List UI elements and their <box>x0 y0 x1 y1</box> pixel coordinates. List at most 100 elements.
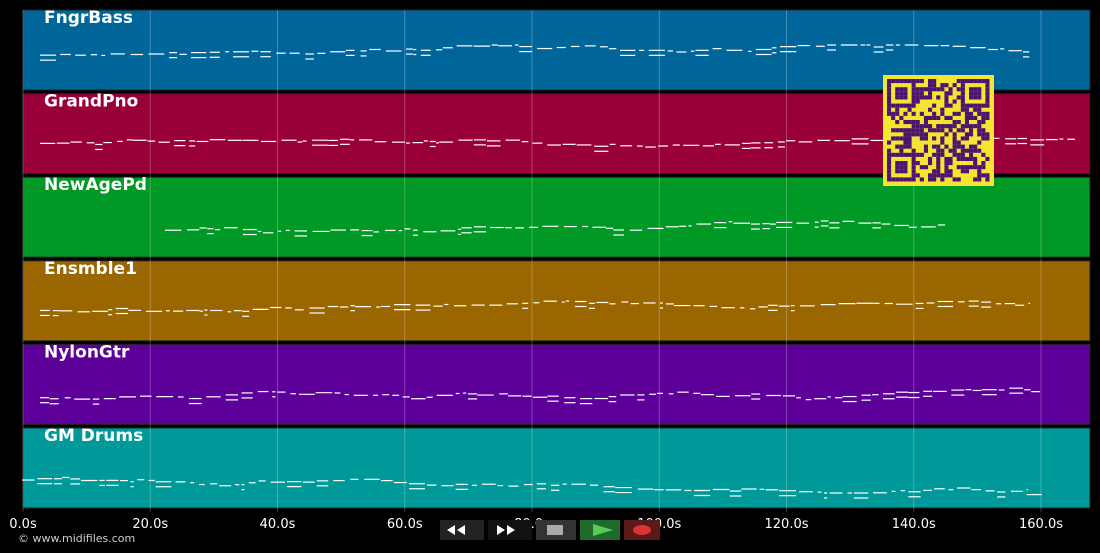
qr-cell <box>960 169 965 174</box>
qr-cell <box>952 111 957 116</box>
qr-cell <box>985 136 990 141</box>
qr-cell <box>903 169 908 174</box>
qr-cell <box>948 124 953 129</box>
qr-cell <box>960 83 965 88</box>
qr-cell <box>887 87 892 92</box>
qr-cell <box>956 79 961 84</box>
qr-cell <box>985 111 990 116</box>
qr-cell <box>940 128 945 133</box>
qr-cell <box>932 115 937 120</box>
qr-cell <box>952 148 957 153</box>
qr-cell <box>895 136 900 141</box>
qr-cell <box>969 87 974 92</box>
qr-cell <box>969 132 974 137</box>
qr-cell <box>964 115 969 120</box>
qr-cell <box>903 161 908 166</box>
qr-cell <box>899 148 904 153</box>
qr-cell <box>948 148 953 153</box>
qr-cell <box>895 79 900 84</box>
qr-cell <box>936 156 941 161</box>
qr-cell <box>969 91 974 96</box>
qr-cell <box>964 107 969 112</box>
qr-cell <box>948 115 953 120</box>
qr-cell <box>985 132 990 137</box>
forward-button[interactable] <box>488 520 532 540</box>
qr-cell <box>932 173 937 178</box>
qr-cell <box>919 165 924 170</box>
qr-cell <box>919 152 924 157</box>
qr-cell <box>915 124 920 129</box>
record-button[interactable] <box>624 520 660 540</box>
qr-cell <box>952 144 957 149</box>
qr-cell <box>887 107 892 112</box>
qr-cell <box>915 161 920 166</box>
qr-cell <box>923 148 928 153</box>
qr-cell <box>944 103 949 108</box>
qr-cell <box>969 103 974 108</box>
qr-cell <box>985 79 990 84</box>
note-texture <box>165 220 945 237</box>
qr-cell <box>891 177 896 182</box>
qr-cell <box>895 177 900 182</box>
qr-cell <box>911 152 916 157</box>
qr-cell <box>891 111 896 116</box>
qr-cell <box>899 103 904 108</box>
qr-cell <box>964 120 969 125</box>
qr-cell <box>960 148 965 153</box>
qr-cell <box>911 128 916 133</box>
qr-cell <box>936 128 941 133</box>
qr-cell <box>944 156 949 161</box>
qr-cell <box>923 95 928 100</box>
qr-cell <box>948 156 953 161</box>
qr-cell <box>981 136 986 141</box>
qr-cell <box>944 99 949 104</box>
qr-cell <box>969 128 974 133</box>
qr-cell <box>899 87 904 92</box>
play-button[interactable] <box>580 520 620 540</box>
qr-cell <box>899 136 904 141</box>
qr-cell <box>952 120 957 125</box>
qr-cell <box>928 177 933 182</box>
qr-cell <box>903 120 908 125</box>
qr-cell <box>903 152 908 157</box>
qr-cell <box>911 177 916 182</box>
qr-cell <box>915 99 920 104</box>
qr-cell <box>981 165 986 170</box>
qr-cell <box>899 128 904 133</box>
qr-cell <box>969 144 974 149</box>
qr-cell <box>923 87 928 92</box>
qr-code <box>883 75 994 186</box>
qr-cell <box>928 83 933 88</box>
qr-cell <box>956 140 961 145</box>
qr-cell <box>960 165 965 170</box>
qr-cell <box>887 156 892 161</box>
qr-cell <box>973 144 978 149</box>
qr-cell <box>940 177 945 182</box>
tick-label: 40.0s <box>260 517 296 532</box>
qr-cell <box>960 128 965 133</box>
qr-cell <box>895 103 900 108</box>
qr-cell <box>952 124 957 129</box>
qr-cell <box>981 79 986 84</box>
qr-cell <box>919 136 924 141</box>
qr-cell <box>969 165 974 170</box>
qr-cell <box>969 124 974 129</box>
qr-cell <box>936 152 941 157</box>
qr-cell <box>977 124 982 129</box>
qr-cell <box>936 95 941 100</box>
qr-cell <box>891 128 896 133</box>
qr-cell <box>899 169 904 174</box>
track-name: NylonGtr <box>44 342 130 362</box>
qr-cell <box>928 173 933 178</box>
qr-cell <box>907 79 912 84</box>
qr-cell <box>887 95 892 100</box>
qr-cell <box>985 83 990 88</box>
rewind-button[interactable] <box>440 520 484 540</box>
qr-cell <box>964 169 969 174</box>
qr-cell <box>887 173 892 178</box>
qr-cell <box>940 152 945 157</box>
stop-button[interactable] <box>536 520 576 540</box>
qr-cell <box>919 128 924 133</box>
qr-cell <box>973 148 978 153</box>
